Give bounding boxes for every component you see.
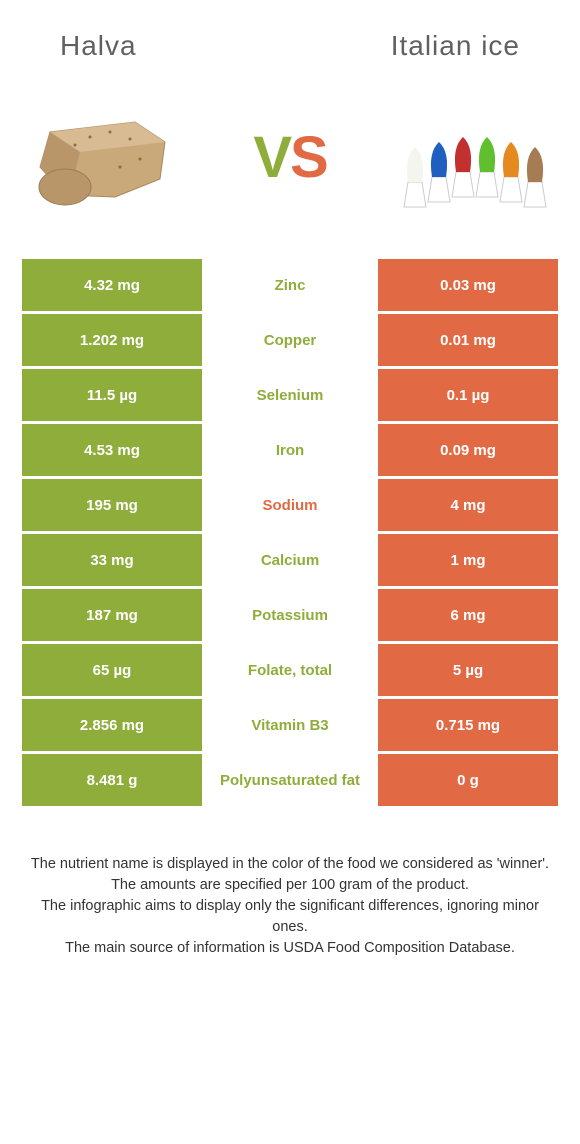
left-value-cell: 2.856 mg (22, 699, 202, 751)
halva-icon (20, 97, 190, 217)
nutrient-name-cell: Selenium (202, 369, 378, 421)
images-row: VS (0, 87, 580, 257)
right-value-cell: 0.01 mg (378, 314, 558, 366)
vs-s-letter: S (290, 125, 327, 190)
left-value-cell: 4.53 mg (22, 424, 202, 476)
left-food-title: Halva (60, 30, 137, 62)
footer-line-2: The amounts are specified per 100 gram o… (30, 875, 550, 896)
nutrient-table: 4.32 mgZinc0.03 mg1.202 mgCopper0.01 mg1… (22, 257, 558, 809)
left-value-cell: 65 µg (22, 644, 202, 696)
nutrient-name-cell: Potassium (202, 589, 378, 641)
right-value-cell: 0.03 mg (378, 259, 558, 311)
right-value-cell: 0.1 µg (378, 369, 558, 421)
halva-image (20, 97, 190, 217)
nutrient-name-cell: Folate, total (202, 644, 378, 696)
left-value-cell: 187 mg (22, 589, 202, 641)
table-row: 195 mgSodium4 mg (22, 479, 558, 534)
nutrient-name-cell: Iron (202, 424, 378, 476)
nutrient-name-cell: Sodium (202, 479, 378, 531)
italian-ice-image (390, 97, 560, 217)
italian-ice-icon (390, 97, 560, 217)
table-row: 65 µgFolate, total5 µg (22, 644, 558, 699)
nutrient-name-cell: Vitamin B3 (202, 699, 378, 751)
vs-badge: VS (253, 124, 326, 191)
footer-line-4: The main source of information is USDA F… (30, 938, 550, 959)
left-value-cell: 4.32 mg (22, 259, 202, 311)
nutrient-name-cell: Calcium (202, 534, 378, 586)
right-value-cell: 1 mg (378, 534, 558, 586)
table-row: 4.53 mgIron0.09 mg (22, 424, 558, 479)
right-value-cell: 0.715 mg (378, 699, 558, 751)
nutrient-name-cell: Copper (202, 314, 378, 366)
nutrient-name-cell: Polyunsaturated fat (202, 754, 378, 806)
header: Halva Italian ice (0, 0, 580, 87)
vs-v-letter: V (253, 125, 290, 190)
footer-line-1: The nutrient name is displayed in the co… (30, 854, 550, 875)
footer-line-3: The infographic aims to display only the… (30, 896, 550, 938)
table-row: 4.32 mgZinc0.03 mg (22, 259, 558, 314)
left-value-cell: 195 mg (22, 479, 202, 531)
table-row: 8.481 gPolyunsaturated fat0 g (22, 754, 558, 809)
left-value-cell: 8.481 g (22, 754, 202, 806)
right-value-cell: 6 mg (378, 589, 558, 641)
right-value-cell: 5 µg (378, 644, 558, 696)
nutrient-name-cell: Zinc (202, 259, 378, 311)
right-value-cell: 0 g (378, 754, 558, 806)
table-row: 1.202 mgCopper0.01 mg (22, 314, 558, 369)
table-row: 33 mgCalcium1 mg (22, 534, 558, 589)
left-value-cell: 11.5 µg (22, 369, 202, 421)
left-value-cell: 33 mg (22, 534, 202, 586)
left-value-cell: 1.202 mg (22, 314, 202, 366)
right-food-title: Italian ice (391, 30, 520, 62)
footer-notes: The nutrient name is displayed in the co… (30, 854, 550, 959)
table-row: 2.856 mgVitamin B30.715 mg (22, 699, 558, 754)
table-row: 187 mgPotassium6 mg (22, 589, 558, 644)
right-value-cell: 4 mg (378, 479, 558, 531)
right-value-cell: 0.09 mg (378, 424, 558, 476)
table-row: 11.5 µgSelenium0.1 µg (22, 369, 558, 424)
